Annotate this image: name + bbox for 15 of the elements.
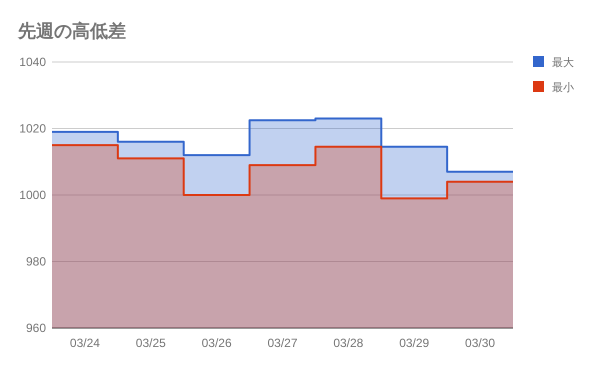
x-tick-label: 03/27 (267, 336, 298, 350)
x-tick-label: 03/29 (399, 336, 430, 350)
x-tick-label: 03/26 (202, 336, 232, 350)
y-tick-label: 960 (26, 321, 46, 335)
x-tick-label: 03/28 (333, 336, 364, 350)
legend-label: 最小 (552, 81, 574, 94)
y-tick-label: 980 (26, 254, 46, 268)
y-tick-label: 1040 (19, 55, 46, 69)
chart-title: 先週の高低差 (17, 21, 126, 41)
legend-label: 最大 (552, 56, 574, 69)
x-tick-label: 03/30 (465, 336, 496, 350)
x-tick-label: 03/24 (70, 336, 100, 350)
y-tick-label: 1000 (19, 188, 46, 202)
y-tick-label: 1020 (19, 122, 46, 136)
x-tick-label: 03/25 (136, 336, 166, 350)
